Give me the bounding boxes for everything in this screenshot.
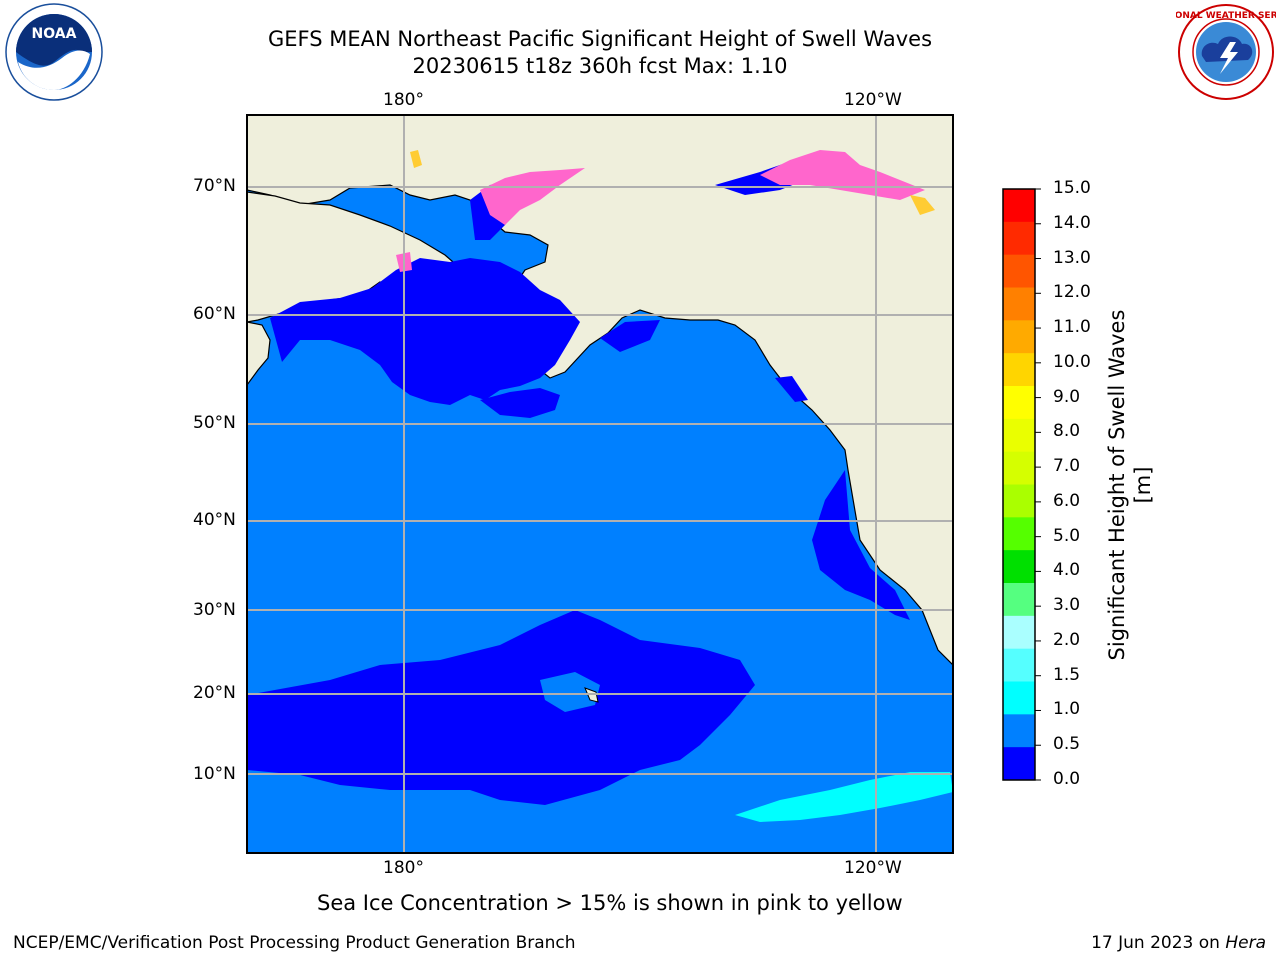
- map-frame: [246, 114, 954, 854]
- footer-date-text: 17 Jun 2023 on: [1091, 933, 1226, 953]
- noaa-logo: NOAA: [5, 3, 103, 101]
- colorbar-tick-label: 14.0: [1053, 212, 1091, 233]
- sea-ice: [910, 195, 935, 215]
- lon-label-bottom-180: 180°: [383, 858, 424, 878]
- colorbar-cell: [1003, 320, 1035, 354]
- colorbar-cell: [1003, 517, 1035, 551]
- swell-low-aleutians: [480, 388, 560, 418]
- lon-label-bottom-120w: 120°W: [844, 858, 902, 878]
- colorbar-tick-label: 2.0: [1053, 629, 1081, 650]
- footer-host: Hera: [1225, 933, 1266, 953]
- colorbar-tick-label: 12.0: [1053, 282, 1091, 303]
- lat-label-60n: 60°N: [193, 304, 236, 324]
- chart-title: GEFS MEAN Northeast Pacific Significant …: [267, 27, 933, 51]
- colorbar-tick-label: 10.0: [1053, 351, 1091, 372]
- swell-low-california: [812, 470, 910, 620]
- colorbar-cell: [1003, 681, 1035, 715]
- colorbar-tick-label: 1.5: [1053, 664, 1081, 685]
- colorbar-cell: [1003, 484, 1035, 518]
- colorbar-cell: [1003, 714, 1035, 748]
- footer-date: 17 Jun 2023 on Hera: [1091, 933, 1266, 953]
- swell-low-bering: [270, 258, 580, 405]
- chart-subtitle: 20230615 t18z 360h fcst Max: 1.10: [412, 54, 788, 78]
- colorbar-cell: [1003, 583, 1035, 617]
- swell-low-coast: [600, 320, 660, 352]
- swell-low-subtropical: [247, 610, 755, 805]
- colorbar-cell: [1003, 747, 1035, 781]
- hawaii-land: [540, 672, 600, 712]
- colorbar-tick-label: 8.0: [1053, 421, 1081, 442]
- lon-label-top-180: 180°: [383, 90, 424, 110]
- colorbar-tick-label: 6.0: [1053, 490, 1081, 511]
- footer-credit: NCEP/EMC/Verification Post Processing Pr…: [13, 933, 576, 953]
- colorbar-cell: [1003, 254, 1035, 288]
- colorbar-cell: [1003, 451, 1035, 485]
- colorbar-tick-label: 9.0: [1053, 386, 1081, 407]
- lat-label-30n: 30°N: [193, 600, 236, 620]
- colorbar-tick-label: 5.0: [1053, 525, 1081, 546]
- land: [247, 321, 271, 387]
- graticule: [247, 115, 953, 853]
- lat-label-40n: 40°N: [193, 510, 236, 530]
- lat-label-50n: 50°N: [193, 413, 236, 433]
- sea-ice: [480, 168, 585, 225]
- colorbar-tick-label: 3.0: [1053, 595, 1081, 616]
- nws-logo-ring-text: NATIONAL WEATHER SERVICE: [1176, 11, 1276, 21]
- land: [247, 115, 953, 666]
- lat-label-20n: 20°N: [193, 683, 236, 703]
- lon-label-top-120w: 120°W: [844, 90, 902, 110]
- swell-low-coast: [775, 376, 808, 402]
- colorbar-tick-label: 0.0: [1053, 769, 1081, 789]
- swell-high-patch: [735, 772, 953, 822]
- sea-ice: [410, 150, 422, 168]
- colorbar-tick-label: 13.0: [1053, 247, 1091, 268]
- colorbar-cell: [1003, 221, 1035, 256]
- noaa-logo-text: NOAA: [32, 26, 77, 42]
- colorbar-cell: [1003, 648, 1035, 682]
- colorbar-tick-label: 4.0: [1053, 560, 1081, 581]
- colorbar-tick-label: 11.0: [1053, 317, 1091, 338]
- colorbar-cell: [1003, 550, 1035, 584]
- colorbar-cell: [1003, 418, 1035, 453]
- lat-label-10n: 10°N: [193, 764, 236, 784]
- colorbar-tick-label: 15.0: [1053, 178, 1091, 198]
- lat-label-70n: 70°N: [193, 176, 236, 196]
- colorbar-cell: [1003, 353, 1035, 387]
- colorbar-cell: [1003, 189, 1035, 223]
- nws-logo: NATIONAL WEATHER SERVICE: [1176, 4, 1276, 100]
- colorbar-tick-label: 7.0: [1053, 456, 1081, 477]
- colorbar-label: Significant Height of Swell Waves [m]: [1105, 309, 1155, 661]
- colorbar-cell: [1003, 386, 1035, 420]
- colorbar-cell: [1003, 287, 1035, 321]
- colorbar-tick-label: 0.5: [1053, 734, 1081, 755]
- colorbar-tick-label: 1.0: [1053, 699, 1081, 720]
- colorbar-frame: [1002, 188, 1036, 781]
- colorbar-cell: [1003, 615, 1035, 650]
- sea-ice-note: Sea Ice Concentration > 15% is shown in …: [317, 891, 903, 915]
